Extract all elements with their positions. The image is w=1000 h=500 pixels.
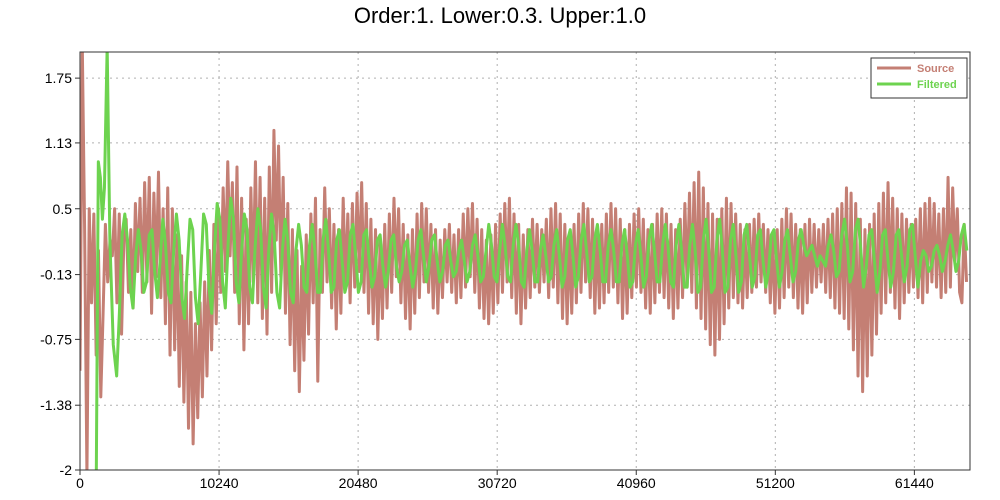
y-tick-label: -2 (60, 462, 73, 478)
plot-area-frame (79, 51, 971, 471)
y-tick-label: 1.13 (45, 135, 72, 151)
legend: Source Filtered (870, 57, 968, 99)
series-line-filtered (94, 52, 969, 470)
y-tick-label: 1.75 (45, 70, 72, 86)
y-tick-label: -0.75 (40, 331, 72, 347)
x-tick-label: 0 (76, 475, 84, 491)
x-tick-label: 61440 (895, 475, 934, 491)
x-tick-label: 20480 (339, 475, 378, 491)
y-tick-label: -1.38 (40, 397, 72, 413)
y-tick-label: 0.5 (53, 201, 73, 217)
legend-box (870, 57, 968, 99)
x-tick-label: 30720 (478, 475, 517, 491)
legend-label-source: Source (917, 63, 954, 75)
series-line-source (80, 52, 969, 470)
tick-labels: 0 10240 20480 30720 40960 51200 61440 -2 -1.38 -0… (40, 70, 934, 491)
legend-label-filtered: Filtered (917, 79, 957, 91)
series-lines (80, 52, 969, 470)
chart-title: Order:1. Lower:0.3. Upper:1.0 (353, 3, 647, 28)
y-tick-label: -0.13 (40, 267, 72, 283)
x-tick-label: 40960 (617, 475, 656, 491)
axes (75, 77, 915, 475)
x-tick-label: 10240 (200, 475, 239, 491)
x-tick-label: 51200 (756, 475, 795, 491)
